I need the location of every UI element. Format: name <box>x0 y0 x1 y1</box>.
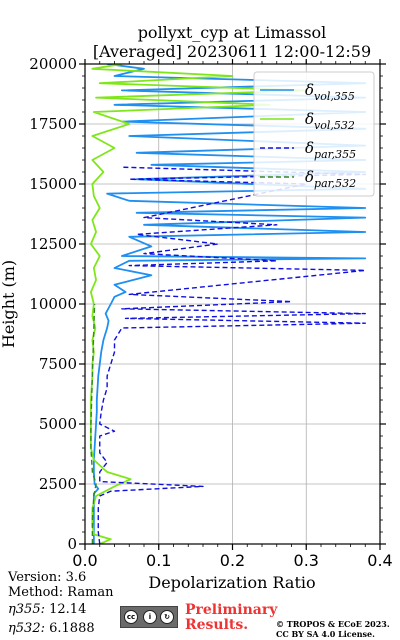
legend-label: δvol,532 <box>305 110 355 132</box>
series-line-par-355 <box>97 166 366 544</box>
y-axis-label: Height (m) <box>0 260 18 348</box>
y-tick-label: 7500 <box>39 355 77 373</box>
eta355-row: η355: 12.14 <box>8 602 86 617</box>
series-group <box>90 64 367 544</box>
plot-frame <box>84 63 381 545</box>
x-tick-label: 0.2 <box>220 551 245 570</box>
x-tick-label: 0.3 <box>294 551 319 570</box>
legend-label: δpar,355 <box>305 139 356 161</box>
eta355-value: 12.14 <box>49 602 87 617</box>
x-tick-label: 0.4 <box>367 551 392 570</box>
y-tick-label: 0 <box>67 535 77 553</box>
y-tick-label: 15000 <box>29 175 77 193</box>
method-text: Method: Raman <box>8 585 114 600</box>
y-tick-label: 20000 <box>29 55 77 73</box>
series-line-par-532 <box>90 303 97 544</box>
sa-icon: ↻ <box>160 610 174 624</box>
series-line-vol-532 <box>90 64 308 544</box>
legend-box <box>253 71 375 197</box>
axis-ticks: 0.0 0.1 0.2 0.3 0.4 0 2500 5000 7500 10000 12500 15… <box>29 55 392 570</box>
chart-title-line1: pollyxt_cyp at Limassol <box>138 23 327 42</box>
eta532-value: 6.1888 <box>49 621 95 636</box>
y-tick-label: 2500 <box>39 475 77 493</box>
x-tick-label: 0.0 <box>72 551 97 570</box>
y-tick-label: 12500 <box>29 235 77 253</box>
copyright-line1: © TROPOS & ECoE 2023. <box>276 619 390 629</box>
eta532-label: η532: <box>8 621 45 636</box>
legend-label: δpar,532 <box>305 168 356 190</box>
y-tick-label: 10000 <box>29 295 77 313</box>
preliminary-text-line2: Results. <box>185 617 249 633</box>
eta355-label: η355: <box>8 602 45 617</box>
cc-license-logo: cc i ↻ <box>120 606 178 628</box>
y-tick-label: 5000 <box>39 415 77 433</box>
copyright-line2: CC BY SA 4.0 License. <box>276 629 375 639</box>
y-tick-label: 17500 <box>29 115 77 133</box>
x-axis-label: Depolarization Ratio <box>148 573 315 592</box>
legend-label: δvol,355 <box>305 81 355 103</box>
by-icon: i <box>143 610 157 624</box>
chart-title-line2: [Averaged] 20230611 12:00-12:59 <box>93 42 371 61</box>
x-tick-label: 0.1 <box>146 551 171 570</box>
version-text: Version: 3.6 <box>8 570 87 585</box>
legend: δvol,355 δvol,532 δpar,355 δpar,532 <box>253 71 375 197</box>
eta532-row: η532: 6.1888 <box>8 621 95 636</box>
cc-icon: cc <box>124 610 138 624</box>
preliminary-text-line1: Preliminary <box>185 602 278 618</box>
